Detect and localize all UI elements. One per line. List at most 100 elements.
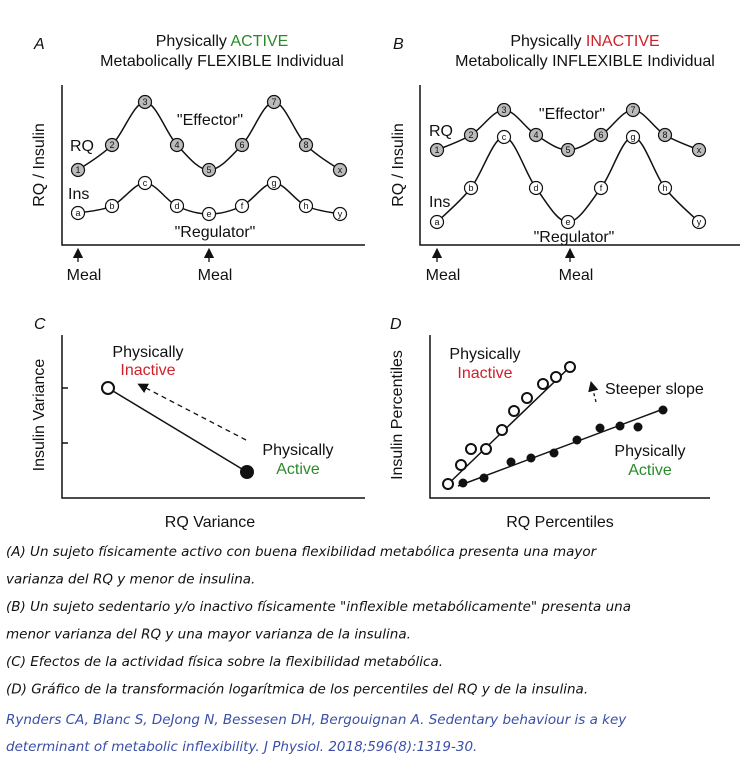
node-label: y (338, 209, 343, 219)
node-label: x (697, 145, 702, 155)
curve-label: "Effector" (177, 112, 243, 129)
node-label: 6 (598, 130, 603, 140)
node-label: 3 (142, 97, 147, 107)
node (593, 127, 609, 143)
node (560, 142, 576, 158)
open-dot (101, 381, 115, 395)
node (528, 180, 544, 196)
node-label: 8 (662, 130, 667, 140)
caption-line: (A) Un sujeto físicamente activo con bue… (6, 544, 598, 560)
label: Physically (614, 443, 685, 460)
node-label: h (662, 183, 667, 193)
filled-dot (479, 473, 489, 483)
open-dot (508, 405, 520, 417)
node (169, 198, 185, 214)
filled-dot (549, 448, 559, 458)
node (70, 162, 86, 178)
node-label: 4 (533, 130, 538, 140)
trend-line (457, 407, 667, 487)
node (528, 127, 544, 143)
panel-letter: C (34, 316, 46, 333)
curve-label: Ins (429, 194, 450, 211)
open-dot (442, 478, 454, 490)
y-axis-label: RQ / Insulin (31, 123, 48, 207)
node-label: h (303, 201, 308, 211)
node-label: a (75, 208, 80, 218)
filled-dot (633, 422, 643, 432)
panel-subtitle: Metabolically FLEXIBLE Individual (100, 53, 344, 70)
node (429, 214, 445, 230)
curve-label: Ins (68, 186, 89, 203)
filled-dot (240, 465, 254, 479)
node-label: e (565, 217, 570, 227)
node (137, 94, 153, 110)
panel-letter: D (390, 316, 402, 333)
node (593, 180, 609, 196)
node-label: c (143, 178, 148, 188)
filled-dot (458, 478, 468, 488)
note: Steeper slope (605, 381, 704, 398)
node (234, 137, 250, 153)
y-axis-label: Insulin Variance (31, 359, 48, 472)
axis (61, 85, 365, 246)
arrow (588, 380, 599, 403)
label: Inactive (120, 362, 175, 379)
filled-dot (572, 435, 582, 445)
title-text: Physically (156, 33, 231, 50)
node (657, 127, 673, 143)
node (429, 142, 445, 158)
panel-subtitle: Metabolically INFLEXIBLE Individual (455, 53, 715, 70)
node (463, 180, 479, 196)
node (104, 137, 120, 153)
node-label: 7 (271, 97, 276, 107)
node-label: 2 (109, 140, 114, 150)
node-label: b (109, 201, 114, 211)
caption-line: (D) Gráfico de la transformación logarít… (6, 682, 588, 698)
citation-line: Rynders CA, Blanc S, DeJong N, Bessesen … (6, 712, 627, 728)
node (496, 102, 512, 118)
caption-line: varianza del RQ y menor de insulina. (6, 572, 255, 588)
node-label: b (468, 183, 473, 193)
node-label: 5 (206, 165, 211, 175)
node-label: e (206, 209, 211, 219)
node (625, 129, 641, 145)
arrow (137, 383, 247, 441)
node-label: g (630, 132, 635, 142)
node-label: f (600, 183, 603, 193)
panel-letter: A (33, 36, 45, 53)
node-label: y (697, 217, 702, 227)
label: Physically (262, 442, 333, 459)
open-dot (550, 371, 562, 383)
node-label: c (502, 132, 507, 142)
node (560, 214, 576, 230)
node (463, 127, 479, 143)
caption-line: menor varianza del RQ y una mayor varian… (6, 627, 411, 643)
filled-dot (506, 457, 516, 467)
node-label: a (434, 217, 439, 227)
open-dot (455, 459, 467, 471)
node (332, 162, 348, 178)
node-label: d (533, 183, 538, 193)
node (201, 162, 217, 178)
title-highlight: ACTIVE (230, 33, 288, 50)
x-axis-label: RQ Variance (165, 514, 256, 531)
node-label: 3 (501, 105, 506, 115)
node-label: 7 (630, 105, 635, 115)
node (104, 198, 120, 214)
panel-title: Physically ACTIVE (156, 33, 289, 50)
node (70, 205, 86, 221)
title-highlight: INACTIVE (586, 33, 660, 50)
curve-label: "Effector" (539, 106, 605, 123)
y-axis-label: RQ / Insulin (390, 123, 407, 207)
node-label: f (241, 201, 244, 211)
open-dot (521, 392, 533, 404)
node (234, 198, 250, 214)
meal-label: Meal (559, 267, 594, 284)
caption-line: (C) Efectos de la actividad física sobre… (6, 654, 443, 670)
node (332, 206, 348, 222)
filled-dot (615, 421, 625, 431)
node-label: 4 (174, 140, 179, 150)
meal-label: Meal (67, 267, 102, 284)
label: Physically (449, 346, 520, 363)
